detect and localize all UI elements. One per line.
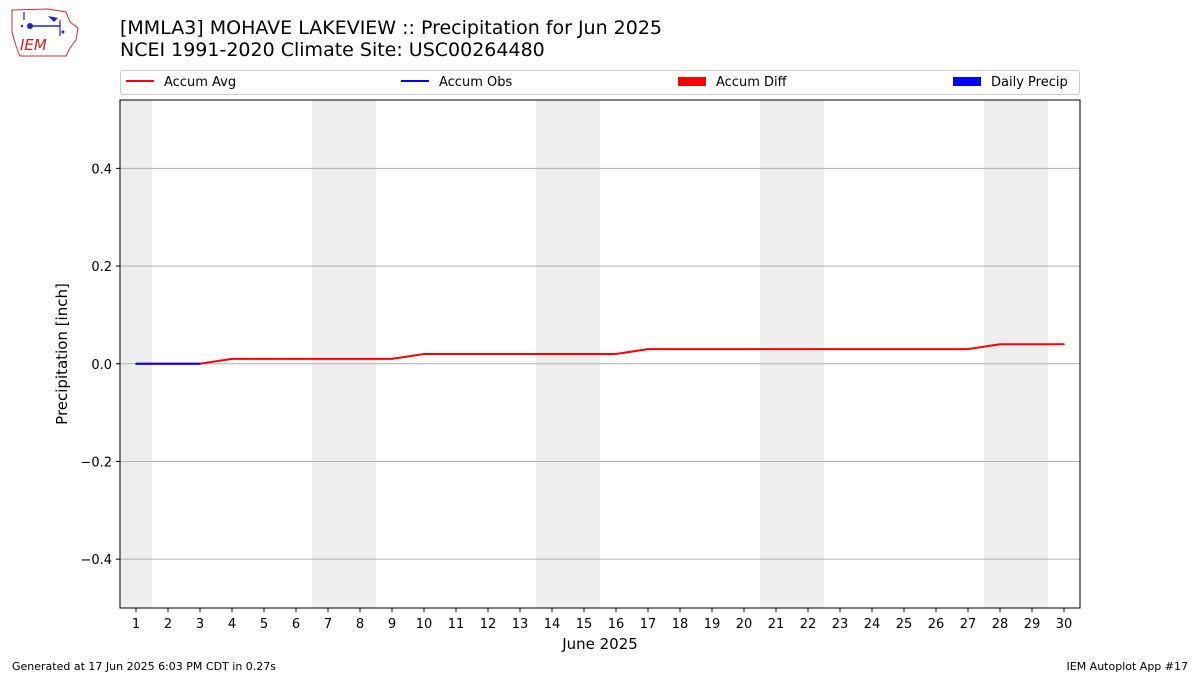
x-tick-label: 20 xyxy=(736,617,753,632)
x-tick-label: 16 xyxy=(608,617,625,632)
x-tick-label: 12 xyxy=(480,617,497,632)
data-point xyxy=(295,358,297,360)
data-point xyxy=(583,353,585,355)
legend-label: Accum Diff xyxy=(716,75,788,90)
legend-box xyxy=(120,70,1080,95)
x-axis-label: June 2025 xyxy=(561,635,638,653)
x-tick-label: 30 xyxy=(1056,617,1073,632)
y-axis: −0.4 −0.2 0.0 0.2 0.4 xyxy=(80,162,120,568)
y-axis-label: Precipitation [inch] xyxy=(53,283,71,425)
legend-patch-swatch xyxy=(678,77,706,86)
data-point xyxy=(391,358,393,360)
series-lines xyxy=(135,343,1065,365)
weather-station-icon xyxy=(20,12,65,36)
data-point xyxy=(807,348,809,350)
legend-label: Accum Avg xyxy=(164,75,236,90)
data-point xyxy=(231,358,233,360)
x-tick-label: 24 xyxy=(864,617,881,632)
data-point xyxy=(999,343,1001,346)
title-line-1: [MMLA3] MOHAVE LAKEVIEW :: Precipitation… xyxy=(120,17,663,39)
data-point xyxy=(743,348,745,350)
y-tick-label: 0.2 xyxy=(91,260,112,275)
data-point xyxy=(327,358,329,360)
x-tick-label: 9 xyxy=(388,617,396,632)
x-tick-label: 6 xyxy=(292,617,300,632)
legend-patch-swatch xyxy=(953,77,981,86)
data-point xyxy=(935,348,937,350)
x-tick-label: 25 xyxy=(896,617,913,632)
x-tick-label: 26 xyxy=(928,617,945,632)
title-line-2: NCEI 1991-2020 Climate Site: USC00264480 xyxy=(120,39,545,61)
data-point xyxy=(711,348,713,350)
weekend-band xyxy=(1016,100,1048,608)
data-point xyxy=(903,348,905,350)
data-point xyxy=(423,353,425,355)
data-point xyxy=(647,348,649,350)
data-point xyxy=(839,348,841,350)
series-line xyxy=(136,343,1064,365)
y-tick-label: 0.4 xyxy=(91,162,112,177)
grid-lines xyxy=(120,167,1080,560)
x-tick-label: 28 xyxy=(992,617,1009,632)
weekend-band xyxy=(312,100,344,608)
data-point xyxy=(871,348,873,350)
x-tick-label: 7 xyxy=(324,617,332,632)
data-point xyxy=(263,358,265,360)
data-point xyxy=(967,348,969,350)
legend: Accum Avg Accum Obs Accum Diff Daily Precip xyxy=(120,70,1080,95)
x-tick-label: 17 xyxy=(640,617,657,632)
y-tick-label: −0.2 xyxy=(80,455,112,470)
data-point xyxy=(551,353,553,355)
data-point xyxy=(1031,343,1033,346)
y-tick-label: 0.0 xyxy=(91,358,112,373)
data-point xyxy=(679,348,681,350)
footer-app: IEM Autoplot App #17 xyxy=(1066,660,1189,673)
x-tick-label: 1 xyxy=(132,617,140,632)
data-point xyxy=(487,353,489,355)
weekend-band xyxy=(984,100,1016,608)
x-tick-label: 15 xyxy=(576,617,593,632)
logo-text: IEM xyxy=(20,36,47,54)
x-tick-label: 23 xyxy=(832,617,849,632)
data-point xyxy=(199,362,201,365)
iem-logo: IEM xyxy=(11,8,79,57)
data-point xyxy=(615,353,617,355)
x-tick-label: 13 xyxy=(512,617,529,632)
weekend-band xyxy=(760,100,792,608)
x-tick-label: 8 xyxy=(356,617,364,632)
x-tick-label: 27 xyxy=(960,617,977,632)
x-tick-label: 19 xyxy=(704,617,721,632)
weekend-band xyxy=(792,100,824,608)
x-tick-label: 29 xyxy=(1024,617,1041,632)
data-point xyxy=(1063,343,1065,346)
legend-label: Accum Obs xyxy=(439,75,512,90)
x-tick-label: 3 xyxy=(196,617,204,632)
x-tick-label: 11 xyxy=(448,617,465,632)
legend-label: Daily Precip xyxy=(991,75,1068,90)
x-tick-label: 2 xyxy=(164,617,172,632)
x-tick-label: 10 xyxy=(416,617,433,632)
x-tick-label: 21 xyxy=(768,617,785,632)
chart-title: [MMLA3] MOHAVE LAKEVIEW :: Precipitation… xyxy=(120,17,662,61)
x-tick-label: 4 xyxy=(228,617,236,632)
weekend-band xyxy=(344,100,376,608)
x-axis: 1 2 3 4 5 6 7 8 9 10 11 12 13 14 15 16 17 18 19 20 21 22 23 24 2… xyxy=(132,608,1072,632)
data-point xyxy=(167,362,169,365)
data-point xyxy=(775,348,777,350)
data-point xyxy=(455,353,457,355)
footer-generated: Generated at 17 Jun 2025 6:03 PM CDT in … xyxy=(12,660,277,673)
plot-frame xyxy=(119,99,1081,609)
data-point xyxy=(135,362,137,365)
weekend-band xyxy=(120,100,152,608)
data-point xyxy=(359,358,361,360)
data-point xyxy=(519,353,521,355)
x-tick-label: 14 xyxy=(544,617,561,632)
x-tick-label: 18 xyxy=(672,617,689,632)
y-tick-label: −0.4 xyxy=(80,553,112,568)
x-tick-label: 5 xyxy=(260,617,268,632)
x-tick-label: 22 xyxy=(800,617,817,632)
